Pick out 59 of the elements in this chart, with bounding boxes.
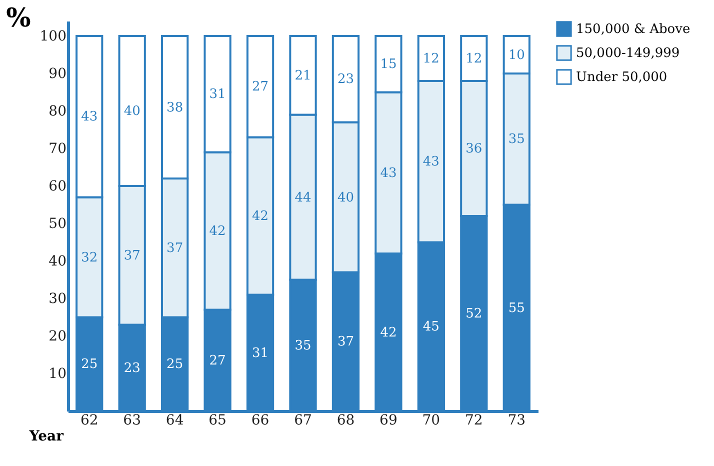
y-tick-label: 80: [48, 104, 66, 120]
y-tick-label: 20: [48, 328, 66, 344]
y-tick-label: 100: [40, 28, 66, 44]
data-label: 36: [466, 142, 482, 156]
legend-label: 50,000-149,999: [576, 46, 680, 61]
y-tick-label: 30: [48, 291, 66, 307]
x-tick-label: 67: [294, 412, 312, 428]
y-tick-label: 50: [48, 216, 66, 232]
data-label: 55: [508, 300, 525, 316]
x-tick-label: 69: [380, 412, 398, 428]
x-tick-label: 64: [166, 412, 184, 428]
data-label: 37: [337, 334, 354, 350]
x-tick-label: 68: [336, 412, 355, 428]
data-label: 44: [294, 190, 312, 206]
data-label: 32: [81, 250, 98, 266]
data-label: 31: [209, 87, 226, 102]
y-tick-label: 90: [48, 66, 66, 82]
data-label: 52: [466, 306, 482, 322]
data-label: 25: [81, 357, 98, 372]
data-label: 42: [209, 224, 226, 239]
data-label: 43: [422, 154, 440, 170]
x-tick-label: 63: [123, 412, 142, 428]
y-tick-label: 40: [48, 254, 66, 270]
data-label: 45: [422, 320, 440, 335]
data-label: 43: [380, 166, 397, 181]
data-label: 37: [124, 248, 140, 264]
legend-label: 150,000 & Above: [576, 22, 690, 37]
data-label: 35: [508, 132, 525, 148]
data-label: 40: [337, 190, 354, 206]
data-label: 21: [294, 68, 312, 84]
data-label: 37: [166, 240, 184, 256]
data-label: 23: [337, 72, 354, 88]
data-label: 12: [466, 52, 482, 66]
data-label: 40: [124, 104, 140, 119]
x-tick-label: 66: [251, 412, 270, 428]
x-axis-title: Year: [28, 428, 64, 444]
data-label: 42: [252, 209, 269, 224]
x-tick-label: 70: [422, 412, 440, 428]
y-tick-label: 10: [48, 366, 66, 382]
data-label: 27: [252, 80, 269, 95]
data-label: 25: [166, 357, 184, 372]
x-tick-label: 65: [208, 412, 226, 428]
data-label: 10: [508, 48, 525, 63]
data-label: 27: [209, 353, 226, 368]
data-label: 43: [81, 110, 98, 125]
data-label: 15: [380, 57, 397, 72]
data-label: 31: [252, 346, 269, 361]
y-tick-label: 70: [48, 141, 66, 157]
data-label: 42: [380, 325, 397, 340]
x-tick-label: 72: [464, 412, 483, 428]
data-label: 35: [294, 338, 312, 354]
x-tick-label: 62: [80, 412, 98, 428]
y-axis-title: %: [6, 4, 32, 34]
data-label: 12: [422, 52, 440, 66]
legend-label: Under 50,000: [576, 70, 668, 85]
data-label: 38: [166, 100, 184, 116]
data-label: 23: [124, 360, 140, 376]
y-tick-label: 60: [48, 178, 66, 194]
x-tick-label: 73: [508, 412, 526, 428]
